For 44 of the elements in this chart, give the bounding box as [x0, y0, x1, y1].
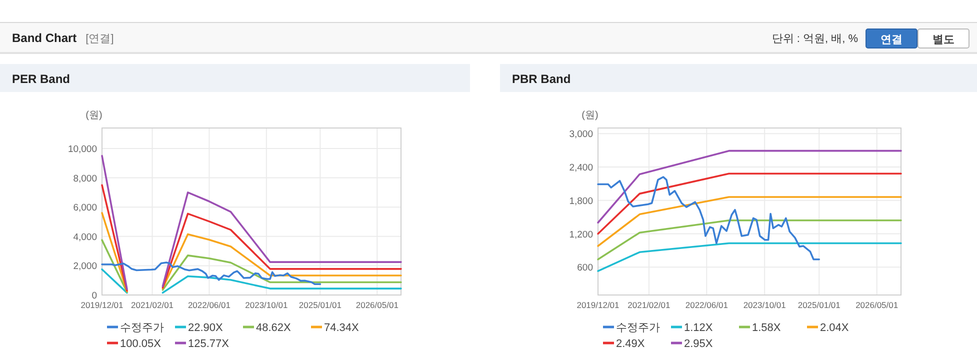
y-tick-label: 1,200 — [569, 229, 593, 240]
x-tick-label: 2025/01/01 — [298, 300, 342, 310]
text: 연결 — [880, 34, 902, 46]
legend-label: 74.34X — [324, 322, 360, 334]
legend-label: 1.12X — [684, 322, 714, 334]
y-axis-title: (원) — [582, 110, 598, 121]
y-tick-label: 10,000 — [68, 144, 97, 156]
y-tick-label: 3,000 — [569, 129, 593, 140]
text: Band Chart — [12, 31, 77, 45]
legend-label: 1.58X — [752, 322, 782, 334]
y-tick-label: 2,000 — [73, 261, 97, 272]
legend-label: 125.77X — [188, 338, 230, 350]
x-tick-label: 2019/12/01 — [576, 300, 620, 310]
text: [연결] — [86, 33, 114, 45]
legend-label: 2.49X — [616, 338, 646, 350]
x-tick-label: 2019/12/01 — [80, 300, 124, 310]
y-tick-label: 1,800 — [569, 196, 593, 207]
legend-label: 2.95X — [684, 338, 714, 350]
y-tick-label: 0 — [92, 290, 97, 302]
y-axis-title: (원) — [86, 110, 102, 121]
text: 별도 — [932, 34, 954, 46]
y-tick-label: 4,000 — [73, 232, 97, 243]
y-tick-label: 600 — [577, 262, 593, 274]
chart-title: PBR Band — [512, 72, 571, 86]
legend-label: 100.05X — [120, 338, 162, 350]
x-tick-label: 2023/10/01 — [743, 300, 786, 310]
x-tick-label: 2022/06/01 — [685, 300, 728, 310]
x-tick-label: 2026/05/01 — [356, 300, 399, 310]
y-tick-label: 8,000 — [73, 173, 97, 184]
legend-label: 수정주가 — [120, 322, 164, 334]
legend-label: 수정주가 — [616, 322, 660, 334]
x-tick-label: 2025/01/01 — [798, 300, 841, 310]
x-tick-label: 2026/05/01 — [856, 300, 898, 310]
x-tick-label: 2023/10/01 — [245, 300, 288, 310]
legend-label: 22.90X — [188, 322, 224, 334]
x-tick-label: 2022/06/01 — [188, 300, 231, 310]
legend-label: 2.04X — [820, 322, 850, 334]
x-tick-label: 2021/02/01 — [628, 300, 670, 310]
y-tick-label: 6,000 — [73, 202, 97, 214]
chart-title: PER Band — [12, 72, 70, 86]
legend-label: 48.62X — [256, 322, 292, 334]
y-tick-label: 2,400 — [569, 162, 593, 174]
text: 단위 : 억원, 배, % — [772, 33, 858, 45]
x-tick-label: 2021/02/01 — [130, 300, 174, 310]
